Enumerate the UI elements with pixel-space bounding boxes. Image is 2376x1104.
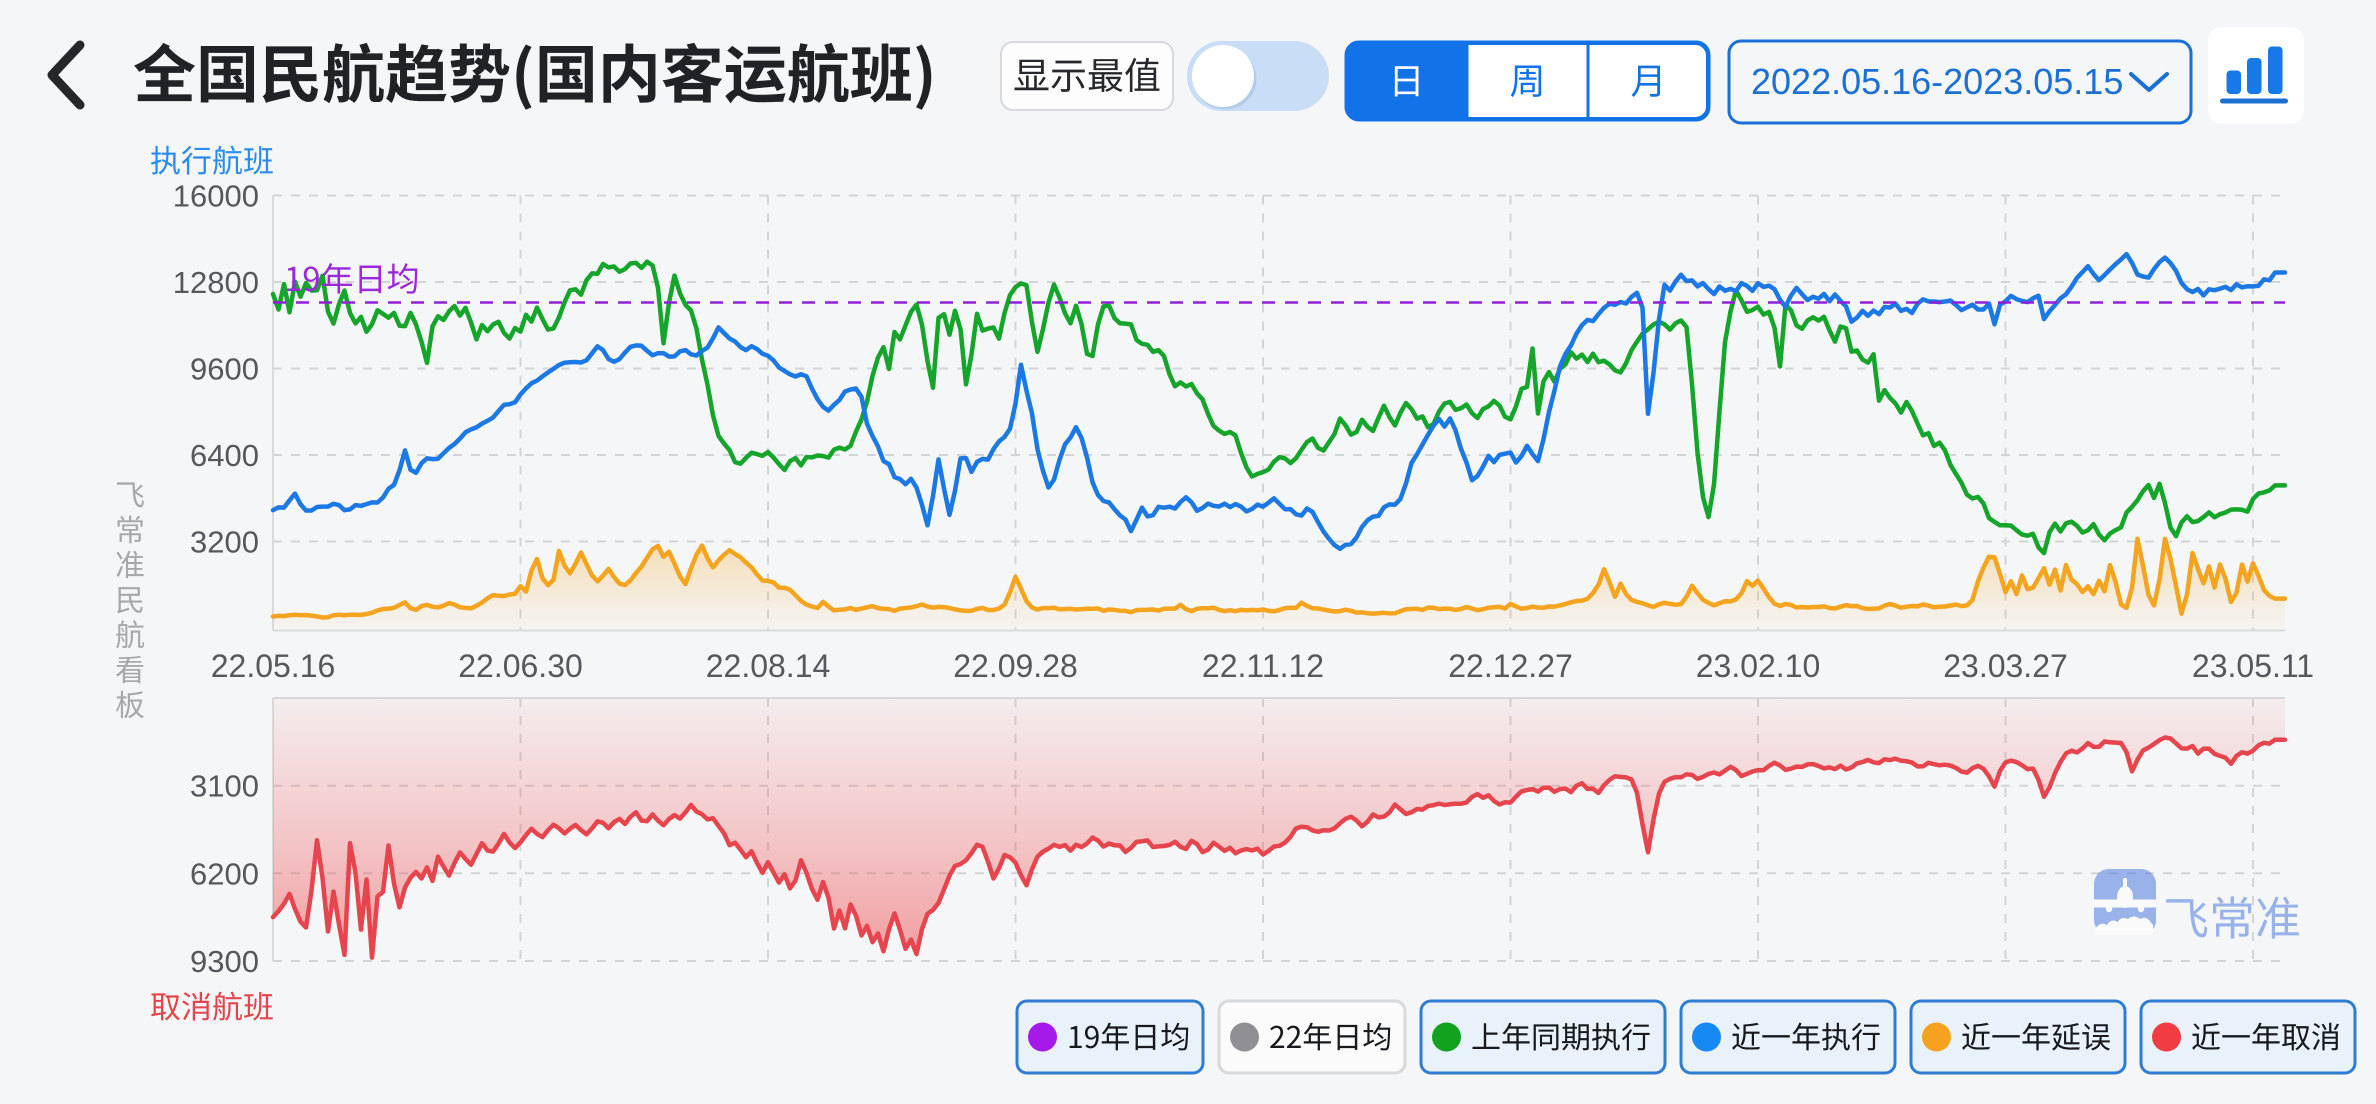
svg-text:9300: 9300 — [190, 944, 259, 979]
svg-text:3200: 3200 — [190, 525, 259, 560]
svg-text:22.08.14: 22.08.14 — [706, 648, 831, 684]
svg-text:22.11.12: 22.11.12 — [1202, 648, 1324, 684]
svg-text:6400: 6400 — [190, 438, 259, 473]
svg-text:16000: 16000 — [173, 179, 259, 214]
svg-text:23.03.27: 23.03.27 — [1943, 648, 2068, 684]
svg-text:12800: 12800 — [173, 265, 259, 300]
svg-text:22.06.30: 22.06.30 — [458, 648, 583, 684]
svg-text:6200: 6200 — [190, 856, 259, 891]
svg-text:22.12.27: 22.12.27 — [1448, 648, 1573, 684]
svg-text:23.02.10: 23.02.10 — [1696, 648, 1821, 684]
svg-text:9600: 9600 — [190, 352, 259, 387]
svg-text:22.09.28: 22.09.28 — [953, 648, 1078, 684]
svg-text:23.05.11: 23.05.11 — [2192, 648, 2314, 684]
svg-text:3100: 3100 — [190, 769, 259, 804]
svg-text:22.05.16: 22.05.16 — [211, 648, 336, 684]
svg-text:2022.05.16-2023.05.15: 2022.05.16-2023.05.15 — [1751, 61, 2123, 102]
